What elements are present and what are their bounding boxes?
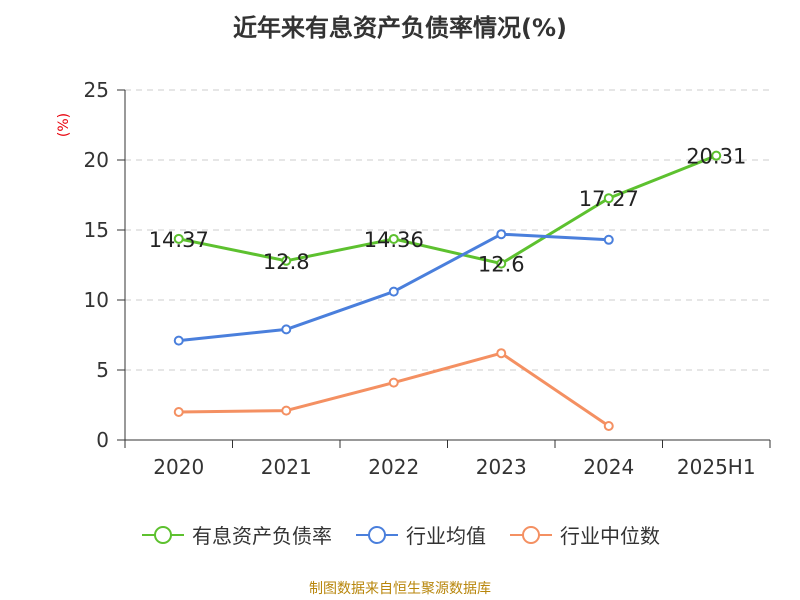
legend-circle: [368, 525, 386, 544]
data-label: 17.27: [579, 187, 639, 211]
y-tick-label: 10: [84, 288, 109, 312]
legend-marker-icon: [510, 525, 552, 544]
x-tick-label: 2022: [368, 455, 419, 479]
legend-circle: [154, 525, 172, 544]
x-tick-label: 2021: [261, 455, 312, 479]
data-point: [173, 407, 184, 417]
legend: 有息资产负债率 行业均值 行业中位数: [0, 520, 800, 549]
data-point: [603, 234, 614, 245]
data-point: [496, 229, 507, 240]
legend-circle: [522, 525, 540, 544]
data-point: [281, 255, 292, 266]
legend-item-interest-bearing-ratio[interactable]: 有息资产负债率: [140, 520, 332, 549]
data-point: [173, 335, 184, 346]
data-label: 14.37: [149, 228, 209, 252]
source-footer: 制图数据来自恒生聚源数据库: [309, 581, 491, 597]
legend-label: 有息资产负债率: [192, 524, 332, 548]
y-tick-label: 0: [96, 428, 109, 452]
grid-layer: [125, 89, 770, 371]
legend-item-industry-median[interactable]: 行业中位数: [508, 520, 660, 549]
y-tick-label: 5: [96, 358, 109, 382]
label-layer: 14.37 12.8 14.36 12.6 17.27 20.31: [149, 145, 747, 277]
data-point: [281, 324, 292, 335]
data-point: [388, 286, 399, 297]
data-point: [388, 233, 399, 244]
chart-title: 近年来有息资产负债率情况(%): [233, 14, 567, 42]
data-point: [173, 233, 184, 244]
legend-item-industry-mean[interactable]: 行业均值: [354, 520, 486, 549]
series-layer: [173, 150, 722, 431]
series-line: [178, 351, 610, 428]
data-point: [711, 150, 722, 161]
data-point: [496, 258, 507, 269]
legend-label: 行业中位数: [560, 524, 660, 548]
data-label: 20.31: [686, 145, 746, 169]
y-axis-unit-label: (%): [56, 113, 72, 137]
legend-marker-icon: [142, 525, 184, 544]
data-point: [603, 421, 614, 431]
y-tick-label: 15: [84, 218, 109, 242]
data-point: [496, 348, 507, 359]
x-tick-label: 2020: [153, 455, 204, 479]
y-tick-label: 20: [84, 148, 109, 172]
legend-marker-icon: [356, 525, 398, 544]
data-label: 12.8: [263, 250, 310, 274]
data-point: [281, 405, 292, 416]
data-point: [388, 377, 399, 388]
y-tick-label: 25: [84, 78, 109, 102]
x-tick-label: 2025H1: [677, 455, 756, 479]
x-tick-label: 2024: [583, 455, 634, 479]
x-tick-label: 2023: [476, 455, 527, 479]
data-label: 12.6: [478, 253, 525, 277]
series-line: [178, 154, 717, 266]
data-point: [603, 193, 614, 204]
data-label: 14.36: [364, 228, 424, 252]
axis-layer: 0 5 10 15 20 25 2020 2021 2022 2023 2024 2025H1 (%): [56, 78, 771, 479]
legend-label: 行业均值: [406, 524, 486, 548]
